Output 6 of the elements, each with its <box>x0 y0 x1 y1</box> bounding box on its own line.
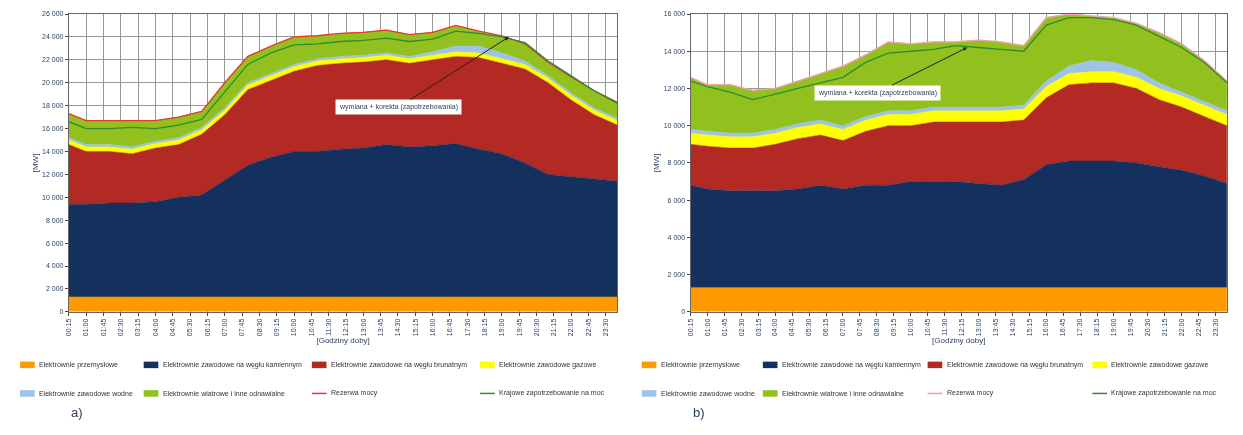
x-axis-title: [Godziny doby] <box>932 336 986 346</box>
text: a) <box>71 405 83 420</box>
y-axis-title: [MW] <box>652 153 662 173</box>
y-axis-title: [MW] <box>30 153 40 173</box>
text: b) <box>693 405 705 420</box>
x-axis-title: [Godziny doby] <box>316 336 370 346</box>
